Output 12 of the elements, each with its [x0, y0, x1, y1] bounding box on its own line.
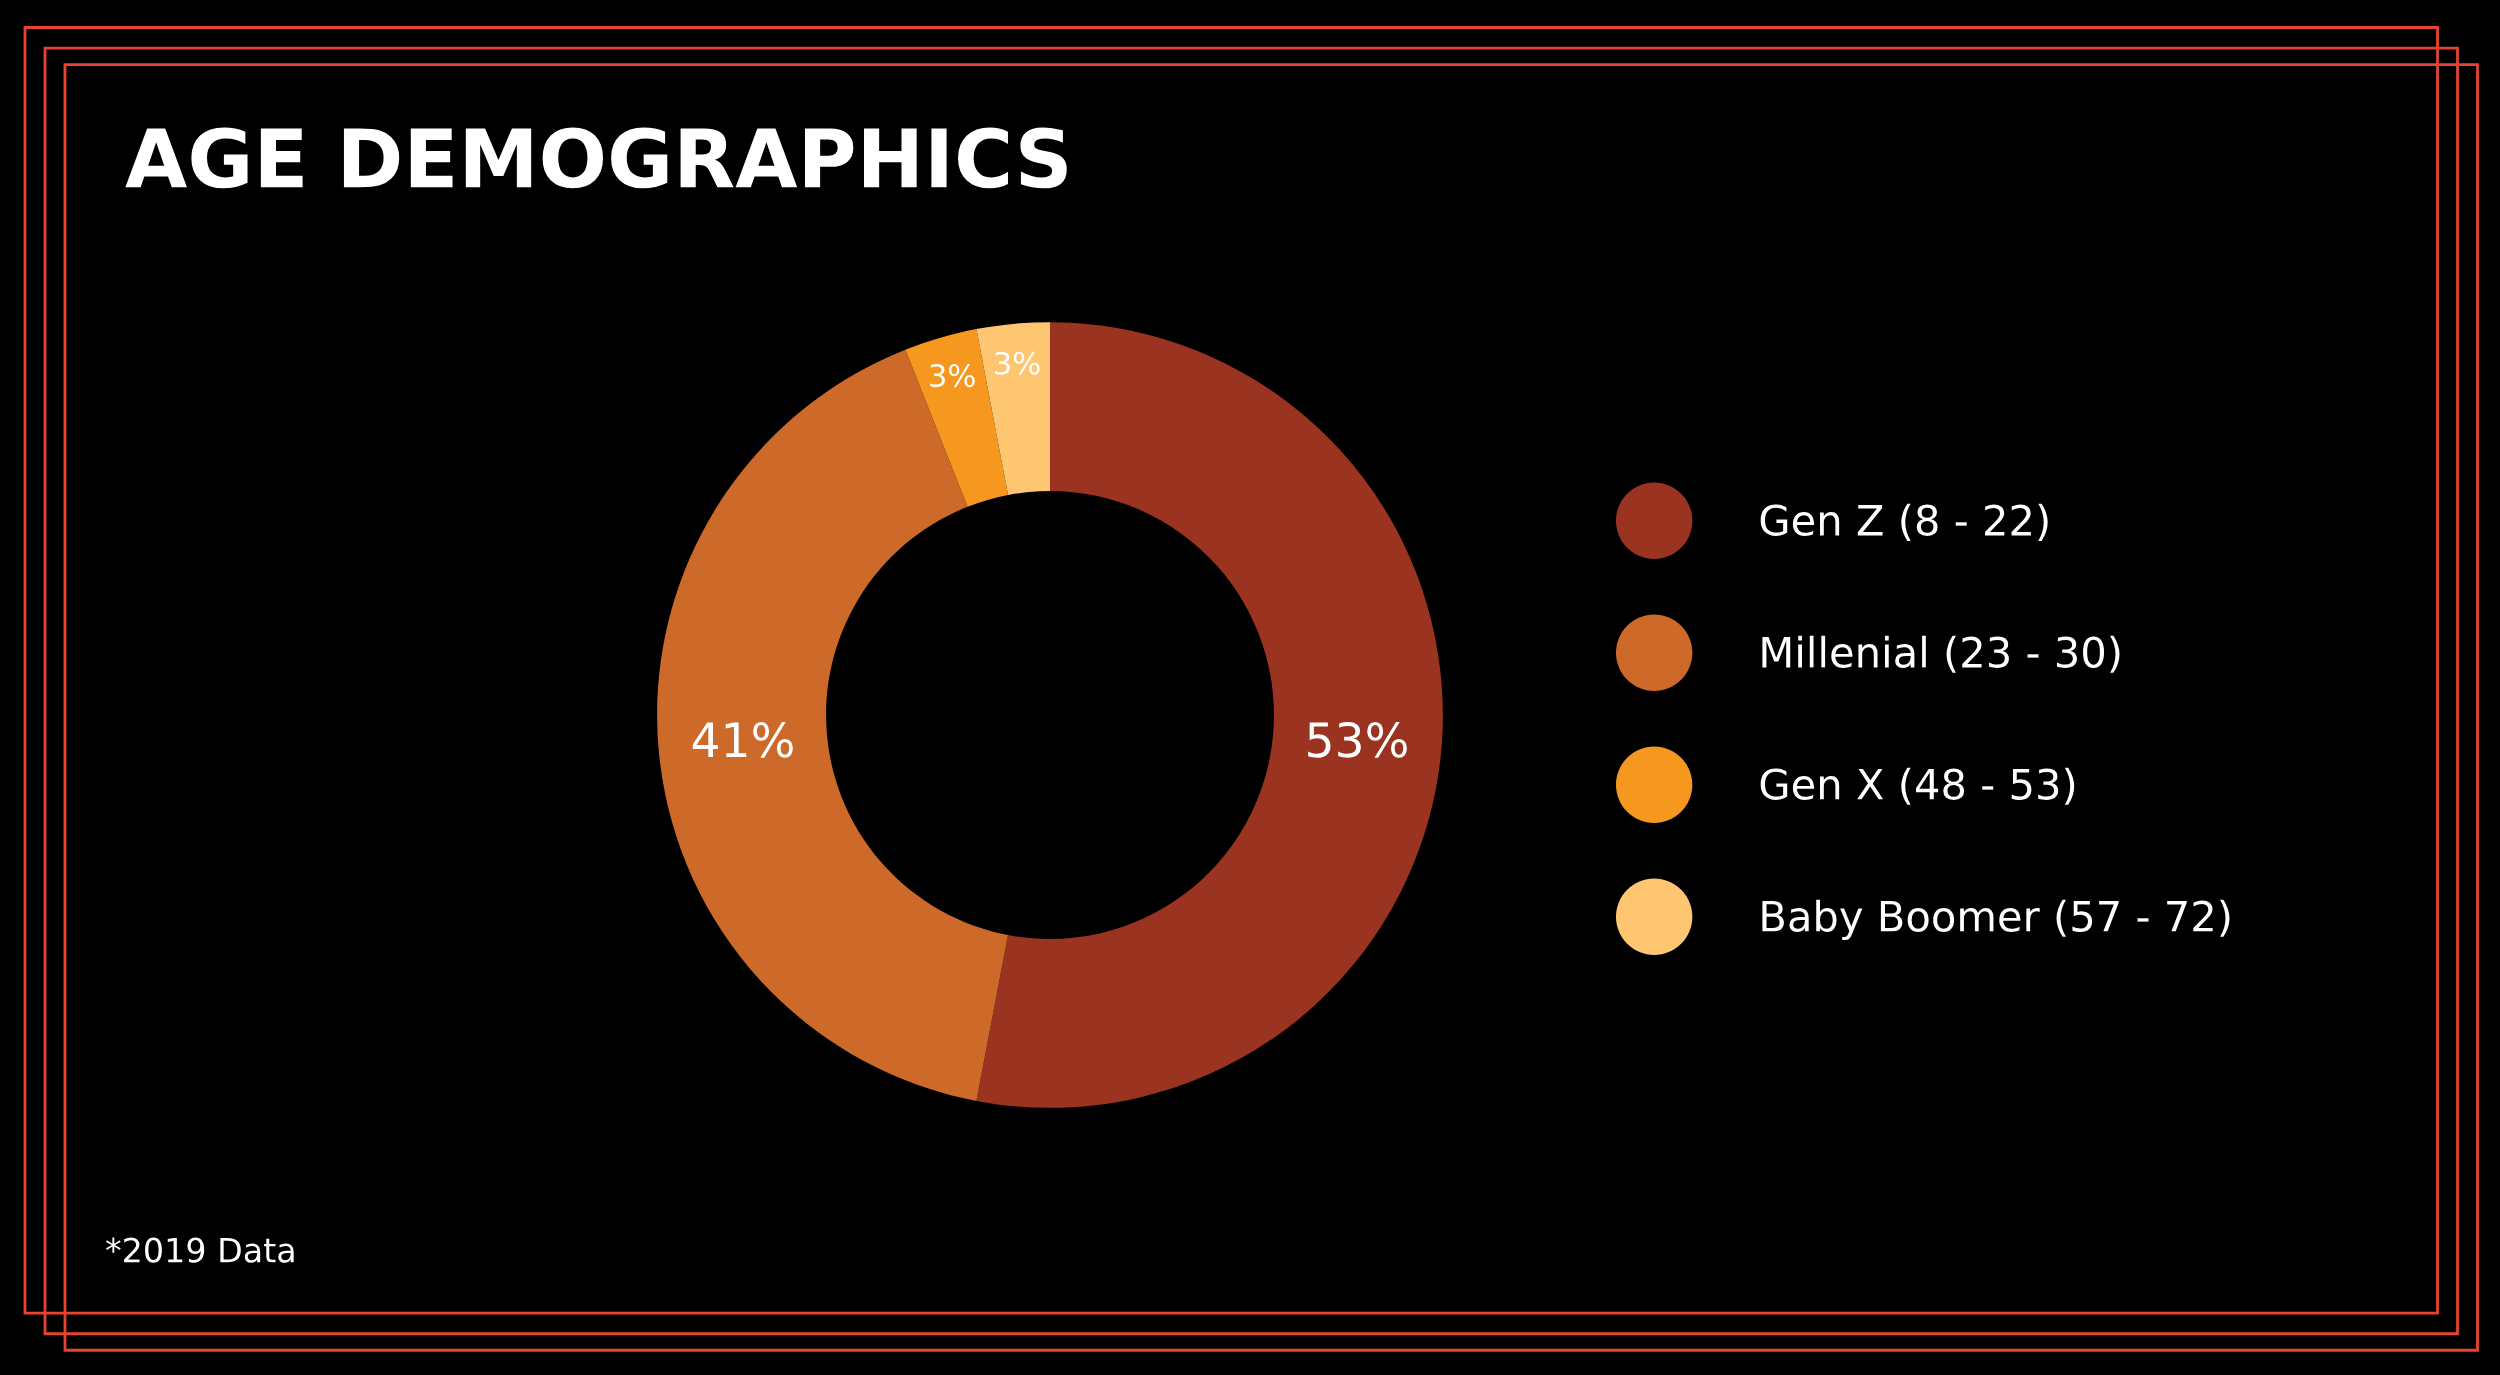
donut-slice	[976, 322, 1050, 496]
legend-label: Gen Z (8 - 22)	[1760, 503, 2048, 541]
data-label: 53%	[1308, 722, 1407, 758]
legend-label: Gen X (48 - 53)	[1760, 767, 2075, 805]
data-label: 3%	[930, 364, 975, 388]
data-label: 41%	[692, 722, 793, 758]
donut-slice	[976, 322, 1443, 1108]
chart-title: AGE DEMOGRAPHICS	[125, 127, 1067, 189]
legend-label: Baby Boomer (57 - 72)	[1762, 899, 2230, 941]
text: *2019 Data	[105, 1237, 294, 1263]
data-label: 3%	[995, 351, 1040, 375]
legend-label: Millenial (23 - 30)	[1762, 635, 2120, 673]
